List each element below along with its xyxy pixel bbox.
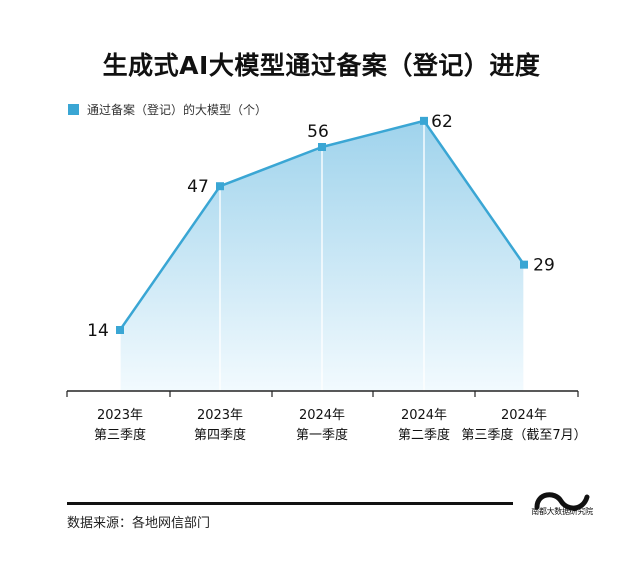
x-tick-label-1: 2023年 第四季度	[193, 408, 246, 443]
legend-swatch	[68, 104, 79, 115]
data-label-1: 47	[187, 177, 209, 197]
publisher-logo-icon	[534, 492, 590, 511]
chart-title: 生成式AI大模型通过备案（登记）进度	[102, 51, 541, 80]
publisher-logo-text: 南都大数据研究院	[531, 507, 593, 516]
footer-divider	[67, 502, 513, 505]
x-tick-label-0: 2023年 第三季度	[93, 408, 146, 443]
data-label-3: 62	[431, 112, 453, 132]
x-tick-label-3: 2024年 第二季度	[397, 408, 450, 443]
data-label-2: 56	[307, 122, 329, 142]
data-point-3	[420, 116, 428, 125]
legend: 通过备案（登记）的大模型（个）	[68, 101, 267, 118]
data-point-1	[216, 182, 224, 191]
data-label-4: 29	[533, 256, 555, 276]
data-point-0	[116, 326, 124, 334]
x-tick-label-2: 2024年 第一季度	[295, 408, 348, 443]
data-point-2	[318, 143, 326, 151]
source-note: 数据来源：各地网信部门	[67, 516, 211, 531]
legend-label: 通过备案（登记）的大模型（个）	[87, 103, 268, 117]
x-tick-label-4: 2024年 第三季度（截至7月）	[461, 408, 587, 443]
data-point-4	[520, 260, 528, 269]
data-label-0: 14	[87, 321, 109, 341]
